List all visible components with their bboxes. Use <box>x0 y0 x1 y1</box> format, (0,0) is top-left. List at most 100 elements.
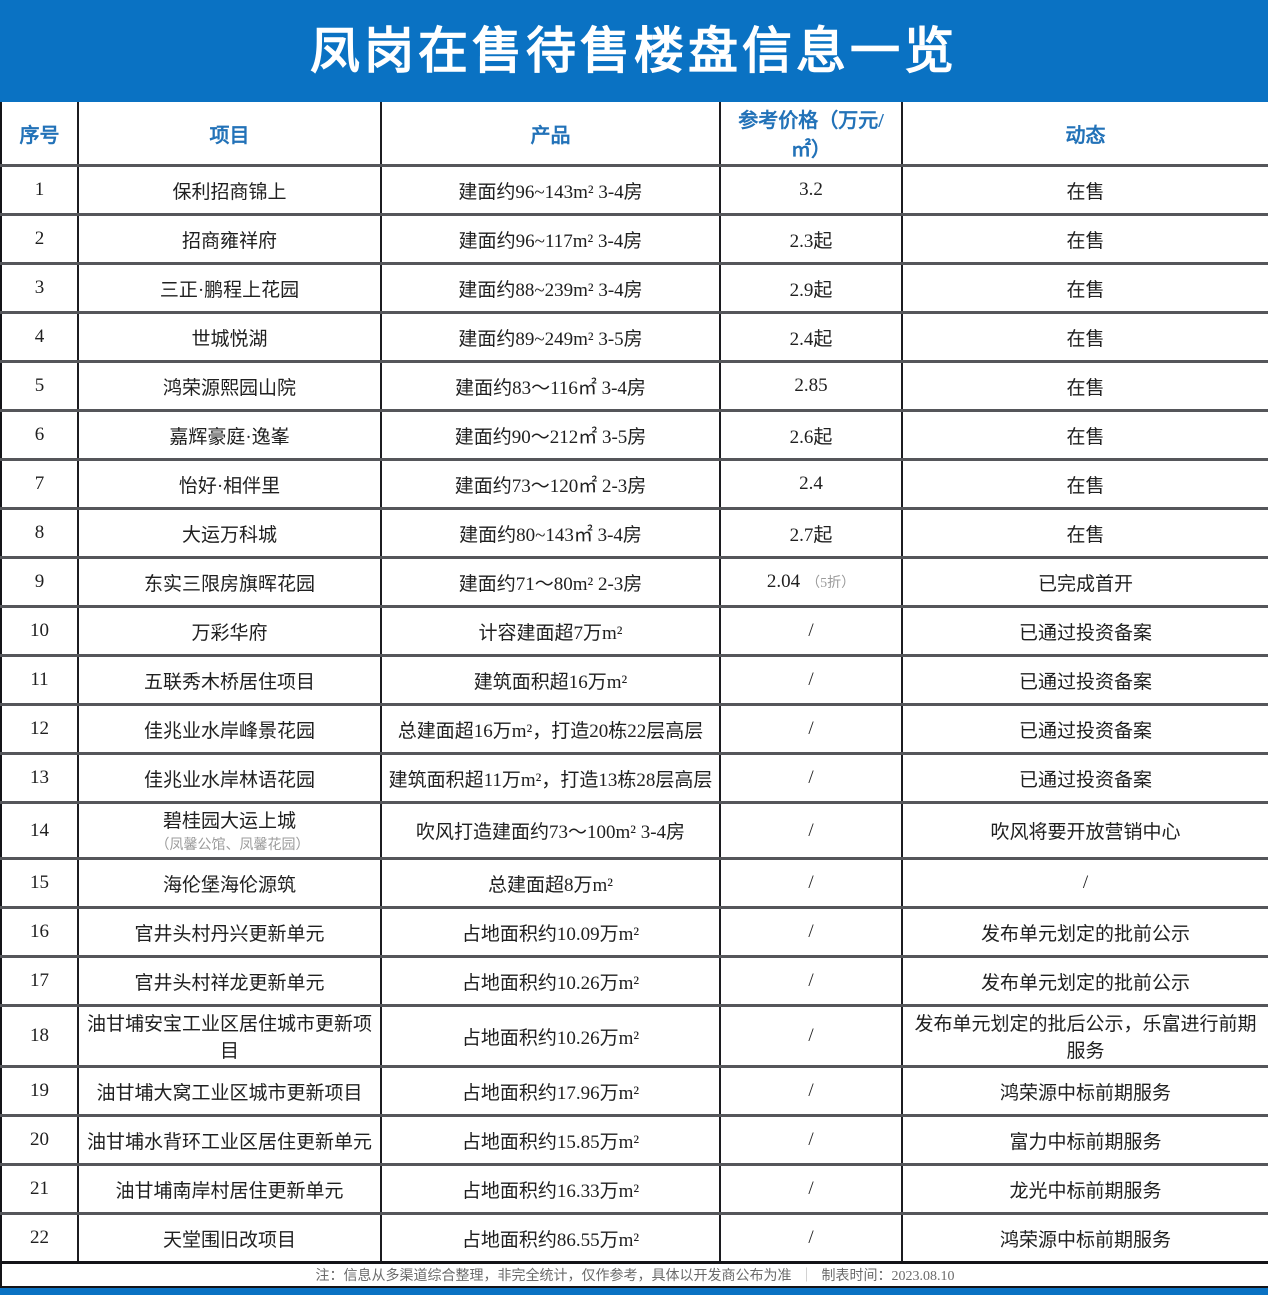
project-cell: 官井头村祥龙更新单元 <box>77 955 381 1006</box>
project-cell: 佳兆业水岸峰景花园 <box>77 703 381 754</box>
project-cell: 油甘埔水背环工业区居住更新单元 <box>77 1114 381 1165</box>
project-name: 东实三限房旗晖花园 <box>143 573 315 595</box>
project-cell: 油甘埔安宝工业区居住城市更新项目 <box>77 1004 381 1067</box>
status-cell: 已完成首开 <box>901 556 1268 607</box>
project-cell: 保利招商锦上 <box>77 164 381 215</box>
product-cell: 占地面积约16.33万m² <box>380 1163 720 1214</box>
row-number-cell: 11 <box>0 654 78 705</box>
product-cell: 建面约96~143m² 3-4房 <box>380 164 720 215</box>
price-cell: 2.9起 <box>719 262 902 313</box>
table-row: 16 官井头村丹兴更新单元 占地面积约10.09万m² / 发布单元划定的批前公… <box>0 906 1268 957</box>
product-text: 占地面积约15.85万m² <box>461 1131 640 1153</box>
product-text: 建面约96~143m² 3-4房 <box>458 181 643 203</box>
row-number-cell: 6 <box>0 409 78 460</box>
product-text: 建面约88~239m² 3-4房 <box>458 279 643 301</box>
price-value: 2.85 <box>794 375 828 396</box>
row-number: 17 <box>30 970 49 991</box>
price-cell: 2.7起 <box>719 507 902 558</box>
project-name: 油甘埔南岸村居住更新单元 <box>115 1180 344 1202</box>
row-number: 14 <box>30 819 49 841</box>
product-cell: 建面约73～120㎡ 2-3房 <box>380 458 720 509</box>
status-cell: / <box>901 857 1268 908</box>
product-text: 建面约83～116㎡ 3-4房 <box>455 377 646 399</box>
row-number-cell: 8 <box>0 507 78 558</box>
price-cell: / <box>719 906 902 957</box>
table-row: 22 天堂围旧改项目 占地面积约86.55万m² / 鸿荣源中标前期服务 <box>0 1212 1268 1263</box>
project-cell: 鸿荣源熙园山院 <box>77 360 381 411</box>
price-cell: / <box>719 801 902 859</box>
status-cell: 龙光中标前期服务 <box>901 1163 1268 1214</box>
status-cell: 鸿荣源中标前期服务 <box>901 1065 1268 1116</box>
product-text: 建筑面积超11万m²，打造13栋28层高层 <box>388 769 713 791</box>
project-name: 五联秀木桥居住项目 <box>143 671 315 693</box>
row-number-cell: 18 <box>0 1004 78 1067</box>
product-text: 总建面超16万m²，打造20栋22层高层 <box>397 720 704 742</box>
project-name: 三正·鹏程上花园 <box>159 279 300 301</box>
table-row: 10 万彩华府 计容建面超7万m² / 已通过投资备案 <box>0 605 1268 656</box>
header-project: 项目 <box>77 102 381 166</box>
project-name: 嘉辉豪庭·逸峯 <box>169 426 290 448</box>
status-cell: 已通过投资备案 <box>901 703 1268 754</box>
price-cell: 2.04 （5折） <box>719 556 902 607</box>
price-value: / <box>808 872 814 893</box>
price-value: / <box>808 620 814 641</box>
project-cell: 三正·鹏程上花园 <box>77 262 381 313</box>
status-text: 已通过投资备案 <box>1018 671 1152 693</box>
footer-separator: ｜ <box>799 1269 814 1284</box>
project-name: 佳兆业水岸林语花园 <box>143 769 315 791</box>
row-number: 21 <box>30 1178 49 1199</box>
project-name: 保利招商锦上 <box>172 181 287 203</box>
product-cell: 建面约71～80m² 2-3房 <box>380 556 720 607</box>
status-cell: 发布单元划定的批前公示 <box>901 955 1268 1006</box>
price-value: / <box>808 1227 814 1248</box>
project-name: 油甘埔大窝工业区城市更新项目 <box>96 1082 363 1104</box>
project-cell: 官井头村丹兴更新单元 <box>77 906 381 957</box>
price-value: / <box>808 669 814 690</box>
status-text: 在售 <box>1066 181 1105 203</box>
status-cell: 在售 <box>901 360 1268 411</box>
status-text: 鸿荣源中标前期服务 <box>999 1082 1171 1104</box>
table-row: 12 佳兆业水岸峰景花园 总建面超16万m²，打造20栋22层高层 / 已通过投… <box>0 703 1268 754</box>
footer-note: 注：信息从多渠道综合整理，非完全统计，仅作参考，具体以开发商公布为准 <box>315 1269 792 1284</box>
price-cell: 2.6起 <box>719 409 902 460</box>
row-number-cell: 4 <box>0 311 78 362</box>
price-cell: / <box>719 1114 902 1165</box>
price-note: （5折） <box>806 576 856 591</box>
page-title: 凤岗在售待售楼盘信息一览 <box>310 23 958 79</box>
price-value: 2.04 <box>766 571 801 592</box>
row-number: 22 <box>30 1227 49 1248</box>
project-name: 天堂围旧改项目 <box>162 1229 296 1251</box>
project-cell: 碧桂园大运上城 （凤馨公馆、凤馨花园） <box>77 801 381 859</box>
status-cell: 在售 <box>901 409 1268 460</box>
product-text: 吹风打造建面约73～100m² 3-4房 <box>415 822 686 843</box>
product-text: 建面约71～80m² 2-3房 <box>458 573 643 595</box>
footer-note-cell: 注：信息从多渠道综合整理，非完全统计，仅作参考，具体以开发商公布为准 ｜ 制表时间：… <box>0 1261 1268 1286</box>
row-number-cell: 16 <box>0 906 78 957</box>
price-cell: 2.85 <box>719 360 902 411</box>
price-value: / <box>808 1080 814 1101</box>
price-cell: / <box>719 1004 902 1067</box>
table-footer: 注：信息从多渠道综合整理，非完全统计，仅作参考，具体以开发商公布为准 ｜ 制表时间：… <box>0 1261 1268 1286</box>
product-text: 建面约89~249m² 3-5房 <box>458 328 643 350</box>
status-text: 发布单元划定的批后公示，乐富进行前期服务 <box>914 1014 1257 1062</box>
status-text: 已完成首开 <box>1037 573 1133 595</box>
table-row: 21 油甘埔南岸村居住更新单元 占地面积约16.33万m² / 龙光中标前期服务 <box>0 1163 1268 1214</box>
project-cell: 海伦堡海伦源筑 <box>77 857 381 908</box>
project-cell: 招商雍祥府 <box>77 213 381 264</box>
product-cell: 占地面积约15.85万m² <box>380 1114 720 1165</box>
status-text: 富力中标前期服务 <box>1009 1131 1162 1153</box>
status-text: 发布单元划定的批前公示 <box>980 923 1190 945</box>
header-row: 序号 项目 产品 参考价格（万元/㎡） 动态 <box>0 102 1268 166</box>
row-number-cell: 13 <box>0 752 78 803</box>
product-text: 占地面积约86.55万m² <box>461 1229 640 1251</box>
price-value: / <box>808 1178 814 1199</box>
row-number: 16 <box>30 921 49 942</box>
status-text: 发布单元划定的批前公示 <box>980 972 1190 994</box>
product-cell: 建面约90～212㎡ 3-5房 <box>380 409 720 460</box>
status-cell: 发布单元划定的批前公示 <box>901 906 1268 957</box>
table-row: 13 佳兆业水岸林语花园 建筑面积超11万m²，打造13栋28层高层 / 已通过… <box>0 752 1268 803</box>
table-row: 18 油甘埔安宝工业区居住城市更新项目 占地面积约10.26万m² / 发布单元… <box>0 1004 1268 1067</box>
status-cell: 已通过投资备案 <box>901 605 1268 656</box>
product-cell: 建筑面积超11万m²，打造13栋28层高层 <box>380 752 720 803</box>
project-name: 碧桂园大运上城 <box>162 811 296 832</box>
